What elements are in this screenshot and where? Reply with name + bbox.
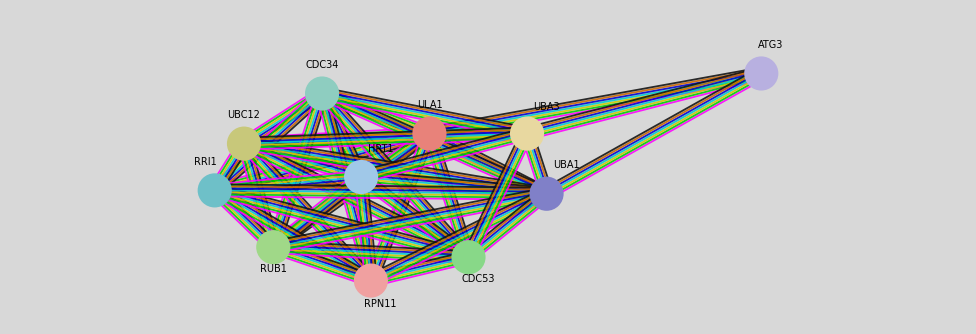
Ellipse shape — [232, 132, 256, 155]
Ellipse shape — [349, 165, 373, 189]
Text: ULA1: ULA1 — [417, 100, 442, 110]
Ellipse shape — [203, 179, 226, 202]
Ellipse shape — [228, 128, 260, 160]
Text: CDC34: CDC34 — [305, 60, 339, 70]
Text: RUB1: RUB1 — [260, 264, 287, 274]
Text: UBC12: UBC12 — [227, 110, 261, 120]
Text: CDC53: CDC53 — [462, 274, 495, 284]
Text: ATG3: ATG3 — [758, 40, 784, 50]
Ellipse shape — [531, 178, 562, 210]
Text: HRT1: HRT1 — [368, 144, 393, 154]
Ellipse shape — [359, 269, 383, 292]
Ellipse shape — [515, 122, 539, 145]
Ellipse shape — [457, 245, 480, 269]
Ellipse shape — [262, 235, 285, 259]
Ellipse shape — [306, 77, 338, 110]
Ellipse shape — [418, 122, 441, 145]
Ellipse shape — [346, 161, 377, 193]
Ellipse shape — [310, 82, 334, 105]
Text: UBA3: UBA3 — [533, 102, 560, 112]
Ellipse shape — [453, 241, 484, 273]
Ellipse shape — [355, 265, 386, 297]
Ellipse shape — [511, 118, 543, 150]
Ellipse shape — [535, 182, 558, 205]
Text: RRI1: RRI1 — [193, 157, 217, 167]
Ellipse shape — [258, 231, 289, 263]
Text: UBA1: UBA1 — [552, 160, 580, 170]
Ellipse shape — [746, 57, 777, 90]
Ellipse shape — [414, 118, 445, 150]
Ellipse shape — [750, 62, 773, 85]
Text: RPN11: RPN11 — [364, 299, 397, 309]
Ellipse shape — [199, 174, 230, 206]
